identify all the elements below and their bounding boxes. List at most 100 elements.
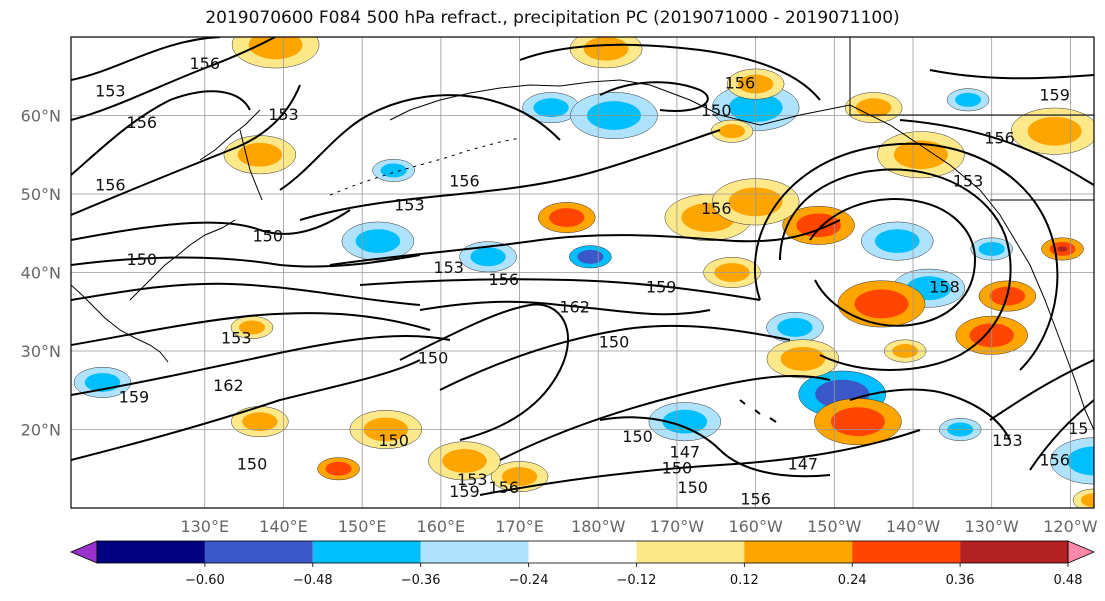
- contour-line: [419, 300, 711, 316]
- precip-cell: [837, 280, 926, 328]
- colorbar-swatch: [204, 541, 313, 563]
- precip-contour: [549, 208, 585, 227]
- contour-label: 150: [252, 227, 283, 246]
- precip-cell: [569, 245, 612, 269]
- longitude-label: 180°W: [571, 517, 626, 536]
- contour-label: 159: [646, 278, 677, 297]
- colorbar: [69, 540, 1096, 564]
- graticule: [71, 37, 1094, 508]
- precip-cell: [1072, 488, 1094, 508]
- precip-contour: [1067, 446, 1094, 476]
- latitude-labels: 60°N 50°N 40°N 30°N 20°N: [21, 107, 61, 440]
- contour-label: 162: [559, 297, 590, 316]
- contour-line: [71, 334, 451, 396]
- contour-line: [359, 278, 761, 301]
- longitude-labels: 130°E 140°E 150°E 160°E 170°E 180°W 170°W 160°W…: [180, 517, 1097, 536]
- refractivity-contours: [71, 37, 1094, 496]
- precip-contour: [662, 409, 708, 434]
- contour-label: 147: [788, 454, 819, 473]
- colorbar-tick-label: 0.24: [838, 573, 867, 588]
- contour-label: 150: [701, 101, 732, 120]
- contour-line: [399, 303, 570, 441]
- contour-label: 156: [984, 129, 1015, 148]
- contour-label: 156: [449, 172, 480, 191]
- precip-cell: [710, 119, 754, 143]
- precip-cell: [766, 339, 840, 379]
- precip-contour: [583, 37, 629, 61]
- precip-contour: [777, 318, 813, 337]
- contour-label: 153: [992, 431, 1023, 450]
- precip-contour: [855, 98, 892, 118]
- contour-line: [279, 94, 561, 191]
- contour-label: 156: [190, 54, 221, 73]
- contour-label: 153: [394, 195, 425, 214]
- colorbar-swatch: [636, 541, 745, 563]
- contour-line: [499, 375, 831, 461]
- longitude-label: 170°E: [495, 517, 544, 536]
- contour-line: [71, 282, 421, 306]
- contour-label: 150: [599, 333, 630, 352]
- contour-line: [71, 37, 276, 121]
- contour-line: [899, 119, 1094, 186]
- colorbar-swatch: [97, 541, 205, 563]
- colorbar-tick-label: −0.12: [617, 573, 657, 588]
- precip-contour: [830, 407, 885, 437]
- contour-line: [849, 388, 1011, 441]
- colorbar-tick-label: 0.36: [946, 573, 975, 588]
- precip-contour: [470, 247, 506, 267]
- contour-line: [439, 324, 791, 391]
- longitude-label: 140°E: [259, 517, 308, 536]
- precip-cell: [946, 88, 990, 112]
- contour-label: 156: [489, 478, 520, 497]
- colorbar-swatch: [420, 541, 529, 563]
- contour-label: 150: [378, 431, 409, 450]
- precip-contour: [325, 461, 352, 476]
- contour-line: [71, 359, 421, 461]
- contour-label: 156: [725, 74, 756, 93]
- precip-cell: [538, 202, 596, 234]
- precip-contour: [237, 142, 283, 167]
- map-frame: [70, 36, 1095, 509]
- contour-label: 150: [622, 427, 653, 446]
- precip-contour: [955, 92, 982, 107]
- contour-line: [479, 429, 921, 496]
- precip-contour: [380, 163, 407, 178]
- contour-line: [929, 69, 1094, 80]
- precip-contour: [854, 289, 909, 319]
- contour-label: 156: [95, 176, 126, 195]
- precip-cell: [428, 441, 501, 481]
- contour-line: [71, 37, 221, 81]
- contour-label: 162: [213, 376, 244, 395]
- colorbar-tick-label: 0.12: [730, 573, 759, 588]
- contour-label: 153: [457, 470, 488, 489]
- precip-contour: [1080, 493, 1094, 508]
- contour-line: [989, 359, 1094, 421]
- longitude-label: 150°W: [807, 517, 862, 536]
- contour-label: 150: [127, 250, 158, 269]
- precip-cell: [230, 316, 274, 339]
- longitude-label: 130°W: [965, 517, 1020, 536]
- contour-line: [1029, 399, 1094, 471]
- contour-line: [599, 416, 831, 478]
- precip-contour: [242, 412, 278, 432]
- colorbar-min-extension: [69, 540, 98, 564]
- contour-label: 156: [740, 490, 771, 509]
- precip-cell: [1041, 237, 1084, 261]
- contour-label: 156: [489, 270, 520, 289]
- contour-label: 15: [1068, 419, 1088, 438]
- colorbar-tick-label: −0.48: [293, 573, 333, 588]
- colorbar-swatch: [960, 541, 1068, 563]
- contour-label: 150: [662, 458, 693, 477]
- contour-line: [71, 90, 251, 176]
- colorbar-frame: [96, 540, 1069, 564]
- contour-label: 153: [433, 258, 464, 277]
- colorbar-max-extension: [1067, 540, 1096, 564]
- colorbar-tick-label: −0.36: [401, 573, 441, 588]
- precip-cell: [569, 37, 643, 69]
- precip-cell: [372, 159, 415, 182]
- contour-line: [299, 129, 721, 221]
- precip-contour: [248, 37, 303, 60]
- colorbar-swatch: [744, 541, 853, 563]
- longitude-label: 150°E: [338, 517, 387, 536]
